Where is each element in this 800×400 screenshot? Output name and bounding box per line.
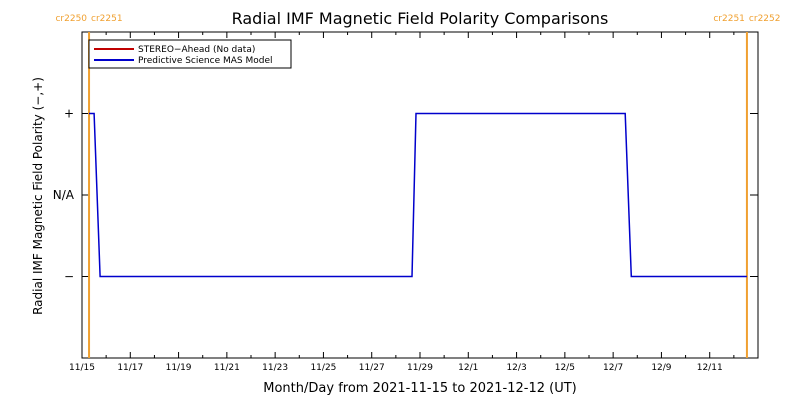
x-tick-label: 11/19 xyxy=(166,363,192,373)
legend-label-stereo: STEREO−Ahead (No data) xyxy=(138,45,255,55)
carrington-label-left: cr2251 xyxy=(713,14,745,24)
y-axis-label: Radial IMF Magnetic Field Polarity (−,+) xyxy=(31,77,45,315)
x-tick-label: 11/21 xyxy=(214,363,240,373)
x-tick-label: 12/9 xyxy=(651,363,671,373)
carrington-label-right: cr2252 xyxy=(749,14,781,24)
x-tick-label: 12/1 xyxy=(458,363,478,373)
chart-title: Radial IMF Magnetic Field Polarity Compa… xyxy=(232,9,609,28)
legend-box xyxy=(88,39,292,69)
carrington-markers: cr2250 cr2251 cr2251 cr2252 xyxy=(55,14,780,358)
x-tick-label: 11/27 xyxy=(359,363,385,373)
x-tick-label: 11/23 xyxy=(262,363,288,373)
plot-frame xyxy=(81,31,759,359)
x-tick-label: 12/7 xyxy=(603,363,623,373)
legend-label-mas: Predictive Science MAS Model xyxy=(138,56,273,66)
x-tick-label: 11/25 xyxy=(310,363,336,373)
x-ticks: 11/15 11/17 11/19 11/21 11/23 11/25 11/27 11/29… xyxy=(69,32,735,373)
carrington-label-right: cr2251 xyxy=(91,14,123,24)
legend: STEREO−Ahead (No data) Predictive Scienc… xyxy=(88,39,292,69)
x-axis-label: Month/Day from 2021-11-15 to 2021-12-12 … xyxy=(263,381,576,396)
x-tick-label: 12/5 xyxy=(555,363,575,373)
y-tick-label: − xyxy=(64,270,74,284)
y-tick-label: + xyxy=(64,107,74,121)
y-tick-label: N/A xyxy=(53,188,75,202)
x-tick-label: 11/29 xyxy=(407,363,433,373)
x-tick-label: 12/11 xyxy=(697,363,723,373)
y-ticks: + N/A − xyxy=(53,107,758,284)
x-tick-label: 11/15 xyxy=(69,363,95,373)
x-tick-label: 11/17 xyxy=(117,363,143,373)
carrington-label-left: cr2250 xyxy=(55,14,87,24)
series-group xyxy=(89,112,747,278)
x-tick-label: 12/3 xyxy=(506,363,526,373)
series-line-mas-model xyxy=(89,112,747,278)
